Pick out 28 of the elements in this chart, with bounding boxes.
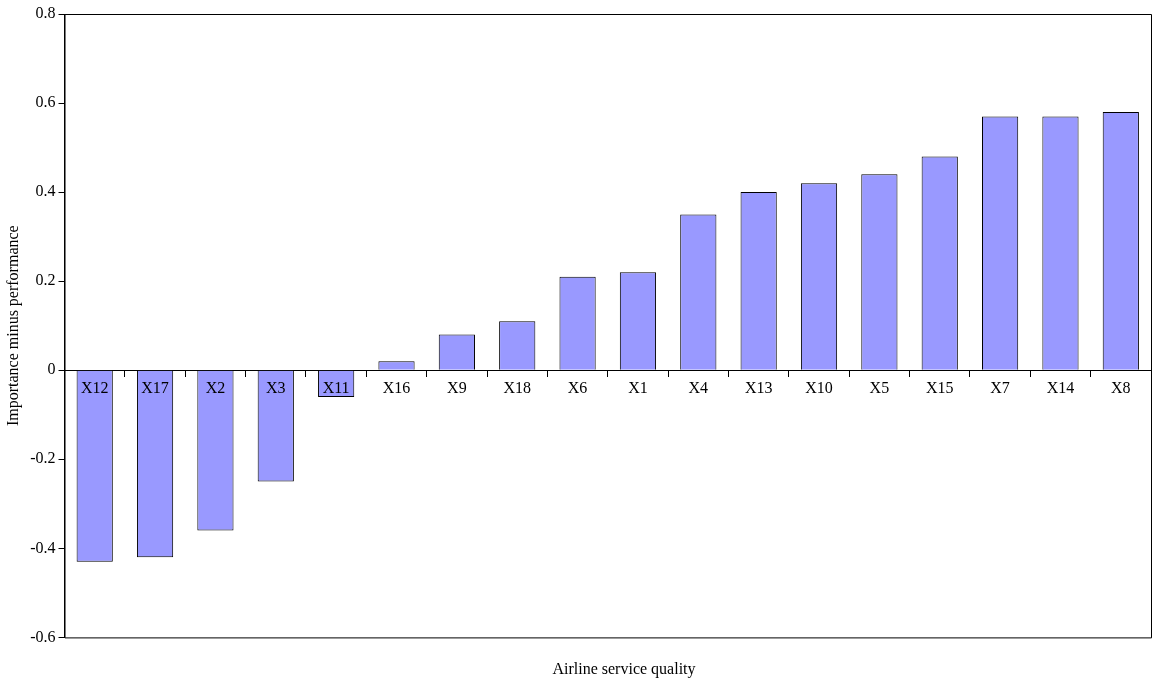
y-axis-title: Importance minus performance <box>3 225 22 427</box>
x-tick-label: X15 <box>925 379 954 397</box>
x-tick-label: X13 <box>744 379 773 397</box>
y-tick-label: -0.4 <box>30 538 56 556</box>
y-tick-label: 0.4 <box>35 182 56 200</box>
x-axis-title: Airline service quality <box>551 660 697 678</box>
x-tick-label: X4 <box>688 379 709 397</box>
x-tick-label: X1 <box>628 379 648 397</box>
y-tick-label: 0 <box>47 360 56 378</box>
x-tick-label: X16 <box>382 379 411 397</box>
y-tick-label: 0.8 <box>35 4 56 22</box>
y-tick-label: -0.2 <box>30 449 56 467</box>
x-tick-label: X11 <box>322 379 350 397</box>
x-tick-label: X3 <box>266 379 286 397</box>
y-tick-label: -0.6 <box>30 627 56 645</box>
x-tick-label: X8 <box>1111 379 1131 397</box>
x-tick-label: X6 <box>567 379 588 397</box>
x-tick-label: X7 <box>990 379 1010 397</box>
x-tick-label: X18 <box>503 379 532 397</box>
x-tick-label: X5 <box>869 379 890 397</box>
x-tick-label: X12 <box>80 379 109 397</box>
x-tick-label: X9 <box>447 379 467 397</box>
y-tick-label: 0.6 <box>35 93 56 111</box>
x-tick-label: X17 <box>141 379 169 397</box>
x-tick-label: X10 <box>805 379 833 397</box>
x-tick-label: X14 <box>1046 379 1075 397</box>
x-tick-label: X2 <box>205 379 226 397</box>
y-tick-label: 0.2 <box>35 271 56 289</box>
